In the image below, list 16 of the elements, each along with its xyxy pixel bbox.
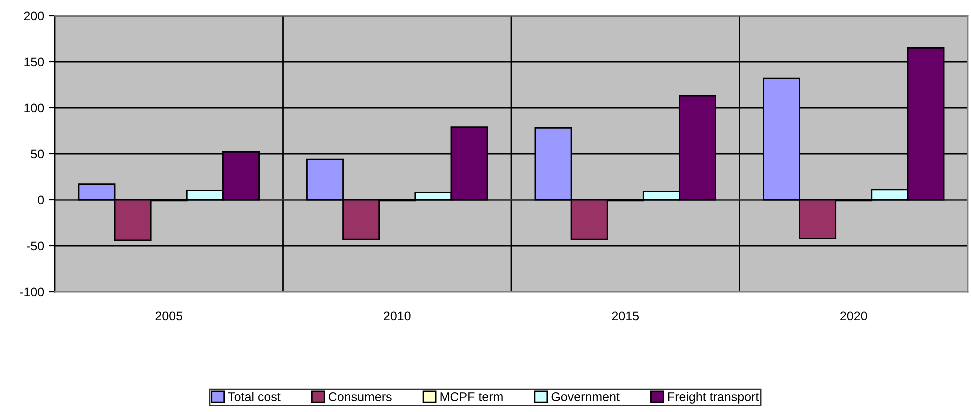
x-tick-label: 2020 bbox=[840, 312, 868, 321]
legend-label: Consumers bbox=[329, 392, 392, 402]
y-tick-label: 200 bbox=[24, 12, 44, 21]
x-tick-label: 2015 bbox=[612, 312, 640, 321]
legend-label: Total cost bbox=[228, 392, 281, 402]
x-tick-label: 2010 bbox=[384, 312, 411, 321]
legend-label: Freight transport bbox=[668, 392, 760, 404]
legend-label: MCPF term bbox=[440, 392, 503, 402]
y-tick-label: 150 bbox=[24, 58, 44, 67]
x-tick-label: 2005 bbox=[156, 312, 183, 321]
legend-label: Government bbox=[552, 392, 620, 402]
y-tick-label: 0 bbox=[38, 196, 44, 205]
y-tick-label: 100 bbox=[24, 104, 44, 113]
y-tick-label: -100 bbox=[20, 288, 44, 297]
y-tick-label: 50 bbox=[31, 150, 44, 159]
y-tick-label: -50 bbox=[27, 242, 44, 251]
